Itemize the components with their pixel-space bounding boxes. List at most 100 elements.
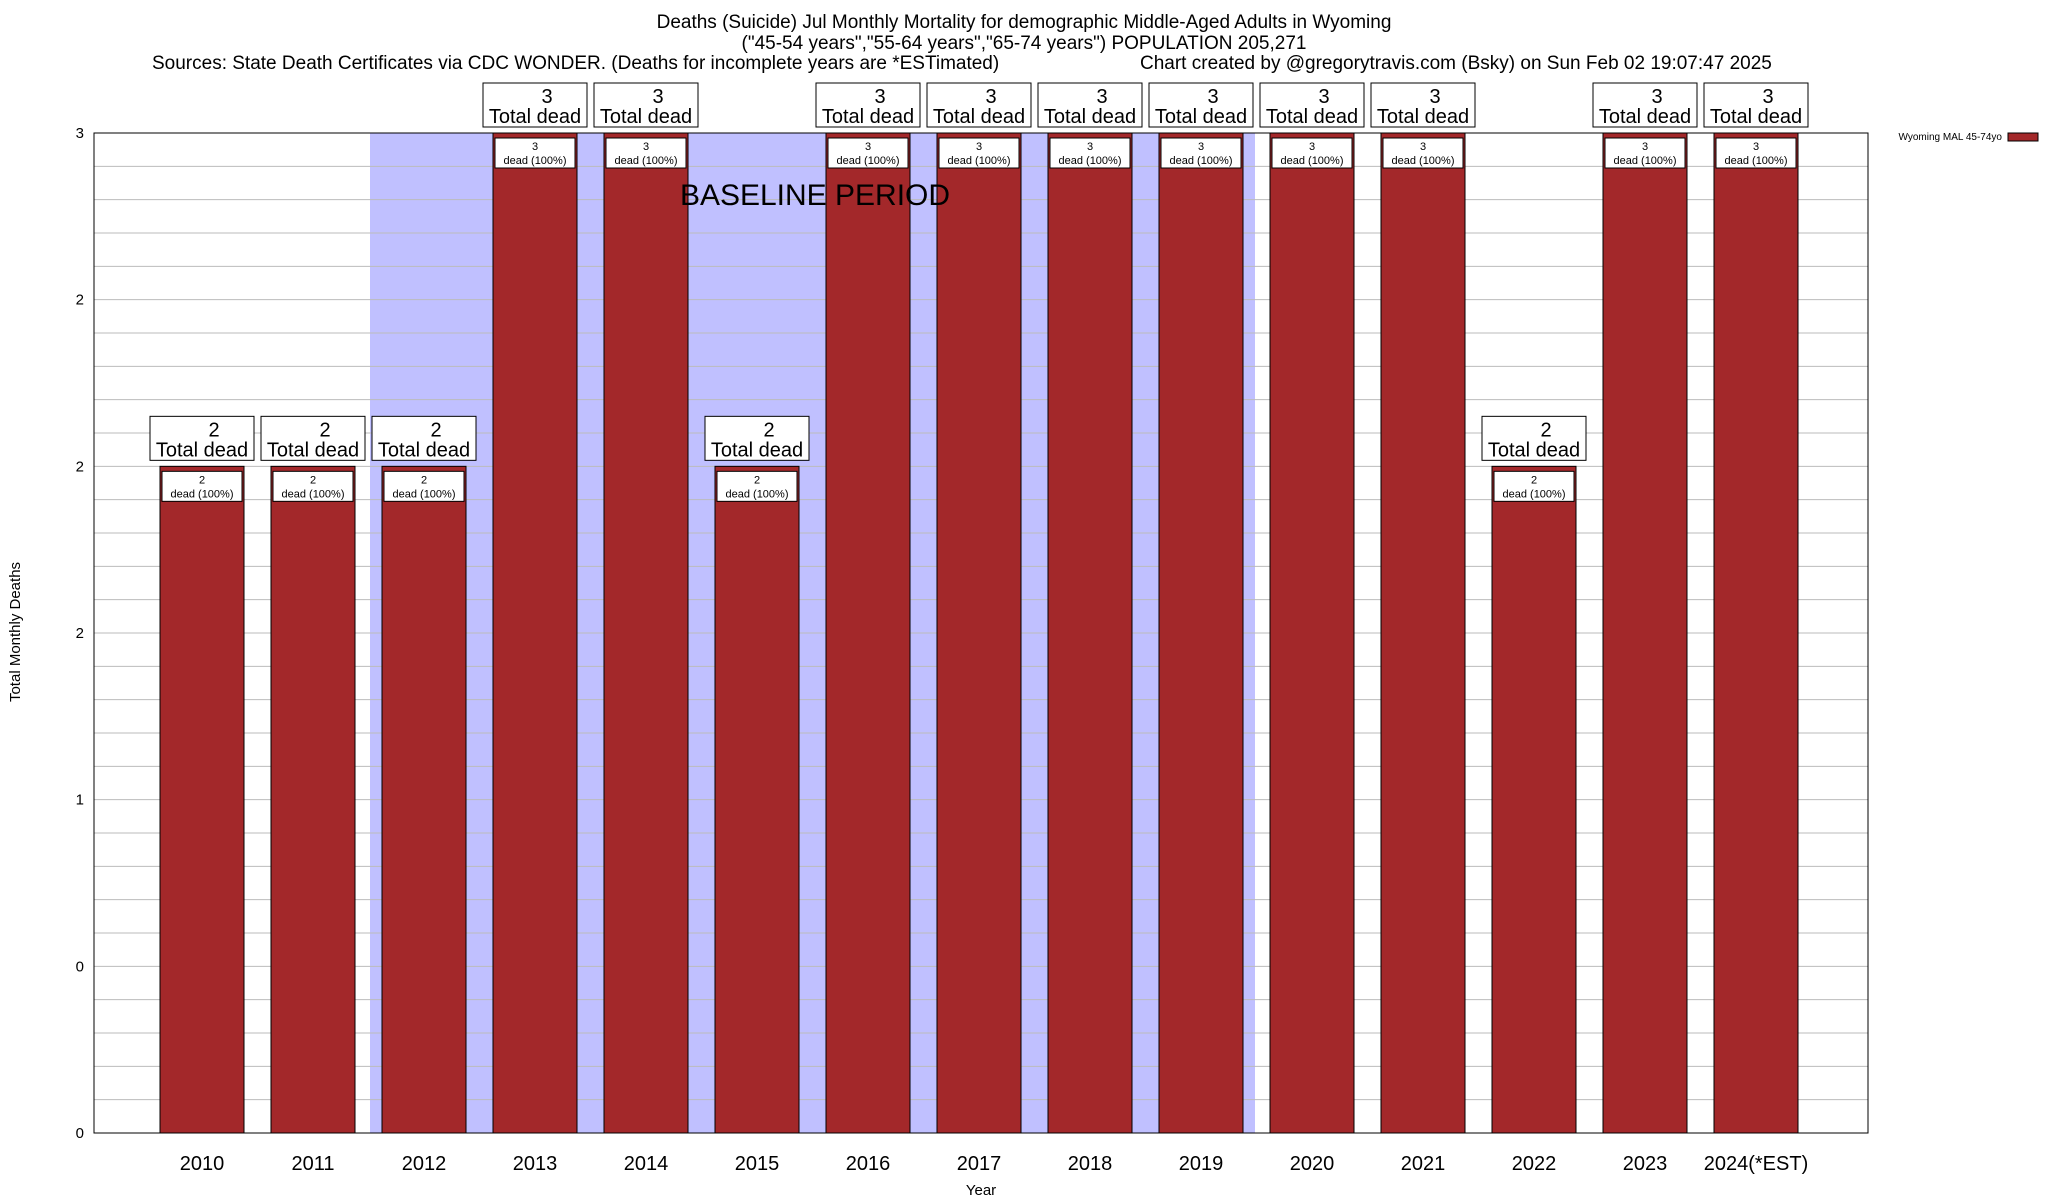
bar-2022 xyxy=(1491,465,1577,1134)
bar-total-text: Total dead xyxy=(1488,439,1580,461)
bar-inner-label: 3 dead (100%) xyxy=(1715,137,1797,169)
bar-total-text: Total dead xyxy=(1377,106,1469,128)
bar-inner-value: 3 xyxy=(865,141,871,153)
bar-total-value: 3 xyxy=(1762,86,1773,108)
bar-total-value: 3 xyxy=(1096,86,1107,108)
y-tick-label: 2 xyxy=(76,458,84,475)
bar-inner-value: 3 xyxy=(643,141,649,153)
bar-inner-label: 2 dead (100%) xyxy=(716,470,798,502)
bar-inner-label: 3 dead (100%) xyxy=(1049,137,1131,169)
bar-inner-percent: dead (100%) xyxy=(726,488,789,500)
legend-swatch xyxy=(2007,132,2039,142)
bar-inner-label: 3 dead (100%) xyxy=(1271,137,1353,169)
bar-total-text: Total dead xyxy=(933,106,1025,128)
bar-total-text: Total dead xyxy=(1155,106,1247,128)
bar-inner-label: 3 dead (100%) xyxy=(494,137,576,169)
bar-inner-label: 3 dead (100%) xyxy=(1604,137,1686,169)
bar-total-value: 2 xyxy=(430,419,441,441)
bar-total-value: 3 xyxy=(874,86,885,108)
bar-total-text: Total dead xyxy=(378,439,470,461)
legend-label: Wyoming MAL 45-74yo xyxy=(1899,132,2003,143)
y-axis-label: Total Monthly Deaths xyxy=(7,562,24,702)
bar-total-text: Total dead xyxy=(267,439,359,461)
bar-total-value: 3 xyxy=(985,86,996,108)
x-tick-label: 2023 xyxy=(1623,1153,1668,1175)
bar-inner-value: 2 xyxy=(754,474,760,486)
bar-2021 xyxy=(1380,132,1466,1134)
bar-inner-percent: dead (100%) xyxy=(171,488,234,500)
bar-inner-label: 3 dead (100%) xyxy=(605,137,687,169)
chart-title: Deaths (Suicide) Jul Monthly Mortality f… xyxy=(656,12,1392,33)
bar-total-value: 3 xyxy=(1429,86,1440,108)
bar-inner-percent: dead (100%) xyxy=(615,155,678,167)
bar-total-value: 2 xyxy=(319,419,330,441)
bar-inner-value: 2 xyxy=(1531,474,1537,486)
y-tick-label: 1 xyxy=(76,792,84,809)
bar-2011 xyxy=(270,465,356,1134)
bar-total-value: 3 xyxy=(652,86,663,108)
bar-inner-value: 3 xyxy=(1309,141,1315,153)
bar-inner-percent: dead (100%) xyxy=(1059,155,1122,167)
y-tick-label: 3 xyxy=(76,125,84,142)
x-tick-label: 2010 xyxy=(180,1153,225,1175)
bar-total-text: Total dead xyxy=(822,106,914,128)
bar-inner-percent: dead (100%) xyxy=(1281,155,1344,167)
x-tick-label: 2020 xyxy=(1290,1153,1335,1175)
bar-inner-value: 3 xyxy=(1420,141,1426,153)
bar-total-text: Total dead xyxy=(1599,106,1691,128)
bar-2012 xyxy=(381,465,467,1134)
bar-inner-percent: dead (100%) xyxy=(1503,488,1566,500)
bar-total-text: Total dead xyxy=(1266,106,1358,128)
bar-total-value: 2 xyxy=(763,419,774,441)
bar-inner-label: 2 dead (100%) xyxy=(1493,470,1575,502)
y-tick-label: 2 xyxy=(76,292,84,309)
chart-subtitle: ("45-54 years","55-64 years","65-74 year… xyxy=(741,33,1307,54)
x-tick-label: 2012 xyxy=(402,1153,447,1175)
bar-inner-percent: dead (100%) xyxy=(837,155,900,167)
bar-inner-percent: dead (100%) xyxy=(1392,155,1455,167)
bar-total-value: 3 xyxy=(541,86,552,108)
x-tick-label: 2019 xyxy=(1179,1153,1224,1175)
bar-2018 xyxy=(1047,132,1133,1134)
bar-total-value: 2 xyxy=(208,419,219,441)
bar-inner-percent: dead (100%) xyxy=(393,488,456,500)
bar-inner-label: 3 dead (100%) xyxy=(1382,137,1464,169)
bar-2014 xyxy=(603,132,689,1134)
chart-sources: Sources: State Death Certificates via CD… xyxy=(152,53,1000,74)
y-tick-label: 2 xyxy=(76,625,84,642)
bar-2016 xyxy=(825,132,911,1134)
bar-inner-label: 2 dead (100%) xyxy=(161,470,243,502)
bar-total-value: 2 xyxy=(1540,419,1551,441)
bar-2019 xyxy=(1158,132,1244,1134)
x-tick-label: 2016 xyxy=(846,1153,891,1175)
bar-2010 xyxy=(159,465,245,1134)
bar-inner-value: 3 xyxy=(1642,141,1648,153)
x-tick-label: 2011 xyxy=(291,1153,334,1175)
bar-total-text: Total dead xyxy=(600,106,692,128)
bar-inner-value: 3 xyxy=(532,141,538,153)
bar-2020 xyxy=(1269,132,1355,1134)
bar-total-value: 3 xyxy=(1318,86,1329,108)
y-tick-label: 0 xyxy=(76,958,84,975)
bar-total-value: 3 xyxy=(1651,86,1662,108)
bar-inner-percent: dead (100%) xyxy=(282,488,345,500)
bar-inner-value: 3 xyxy=(976,141,982,153)
bar-total-text: Total dead xyxy=(1710,106,1802,128)
bar-total-text: Total dead xyxy=(489,106,581,128)
x-tick-label: 2013 xyxy=(513,1153,558,1175)
